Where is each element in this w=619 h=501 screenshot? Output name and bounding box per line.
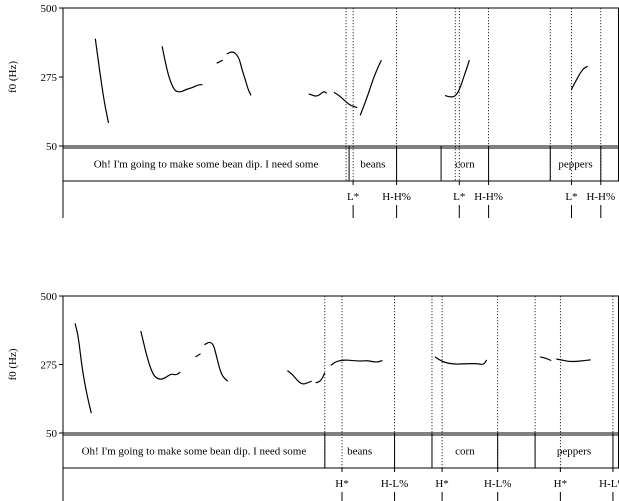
f0-contour-segment	[204, 341, 229, 382]
word-label: Oh! I'm going to make some bean dip. I n…	[94, 159, 319, 171]
f0-contour-segment	[226, 51, 252, 96]
tone-label: L*	[565, 191, 577, 203]
plot-frame	[62, 295, 619, 434]
word-label: beans	[347, 446, 372, 458]
tone-label: H*	[554, 478, 567, 490]
f0-contour-segment	[216, 59, 223, 64]
y-axis-label: f0 (Hz)	[7, 61, 19, 93]
f0-contour-segment	[161, 46, 203, 93]
word-label: beans	[360, 159, 385, 171]
f0-contour-segment	[330, 359, 383, 366]
f0-contour-segment	[444, 59, 470, 98]
word-label: peppers	[558, 159, 592, 171]
f0-contour-segment	[94, 38, 110, 124]
tone-label: H*	[435, 478, 448, 490]
tone-label: H-L%	[484, 478, 512, 490]
f0-contour-segment	[556, 358, 591, 363]
tone-label: H-H%	[586, 191, 615, 203]
y-tick-label: 500	[41, 3, 58, 15]
y-axis-label: f0 (Hz)	[7, 348, 19, 380]
word-label: Oh! I'm going to make some bean dip. I n…	[82, 446, 307, 458]
tone-label: H-L%	[381, 478, 409, 490]
tone-label: H-H%	[382, 191, 411, 203]
tone-label: H-H%	[474, 191, 503, 203]
f0-contour-segment	[539, 356, 552, 362]
pitch-panel-2: 50 275 500 f0 (Hz) Oh! I'm going to make som…	[7, 291, 619, 501]
f0-contour-segment	[74, 323, 92, 414]
y-tick-label: 275	[41, 72, 58, 84]
f0-contour-segment	[315, 372, 326, 384]
tone-label: L*	[347, 191, 359, 203]
f0-contour-segment	[570, 65, 588, 90]
f0-contour-segment	[333, 91, 358, 109]
y-tick-label: 500	[41, 291, 58, 303]
f0-contour-segment	[308, 91, 328, 97]
pitch-panel-1: 50 275 500 f0 (Hz) Oh! I'm going to make som…	[7, 3, 619, 218]
f0-contour-segment	[195, 353, 201, 358]
f0-contour-segment	[140, 330, 181, 380]
y-tick-label: 50	[46, 428, 58, 440]
y-tick-label: 50	[46, 141, 58, 153]
tone-label: H*	[335, 478, 348, 490]
y-tick-label: 275	[41, 360, 58, 372]
plot-frame	[62, 7, 619, 147]
f0-contour-segment	[359, 59, 382, 116]
word-label: corn	[455, 446, 475, 458]
tone-label: H-L%	[599, 478, 619, 490]
word-label: corn	[455, 159, 475, 171]
f0-contour-segment	[434, 356, 488, 365]
f0-contour-segment	[287, 370, 312, 385]
word-label: peppers	[557, 446, 591, 458]
tone-label: L*	[453, 191, 465, 203]
